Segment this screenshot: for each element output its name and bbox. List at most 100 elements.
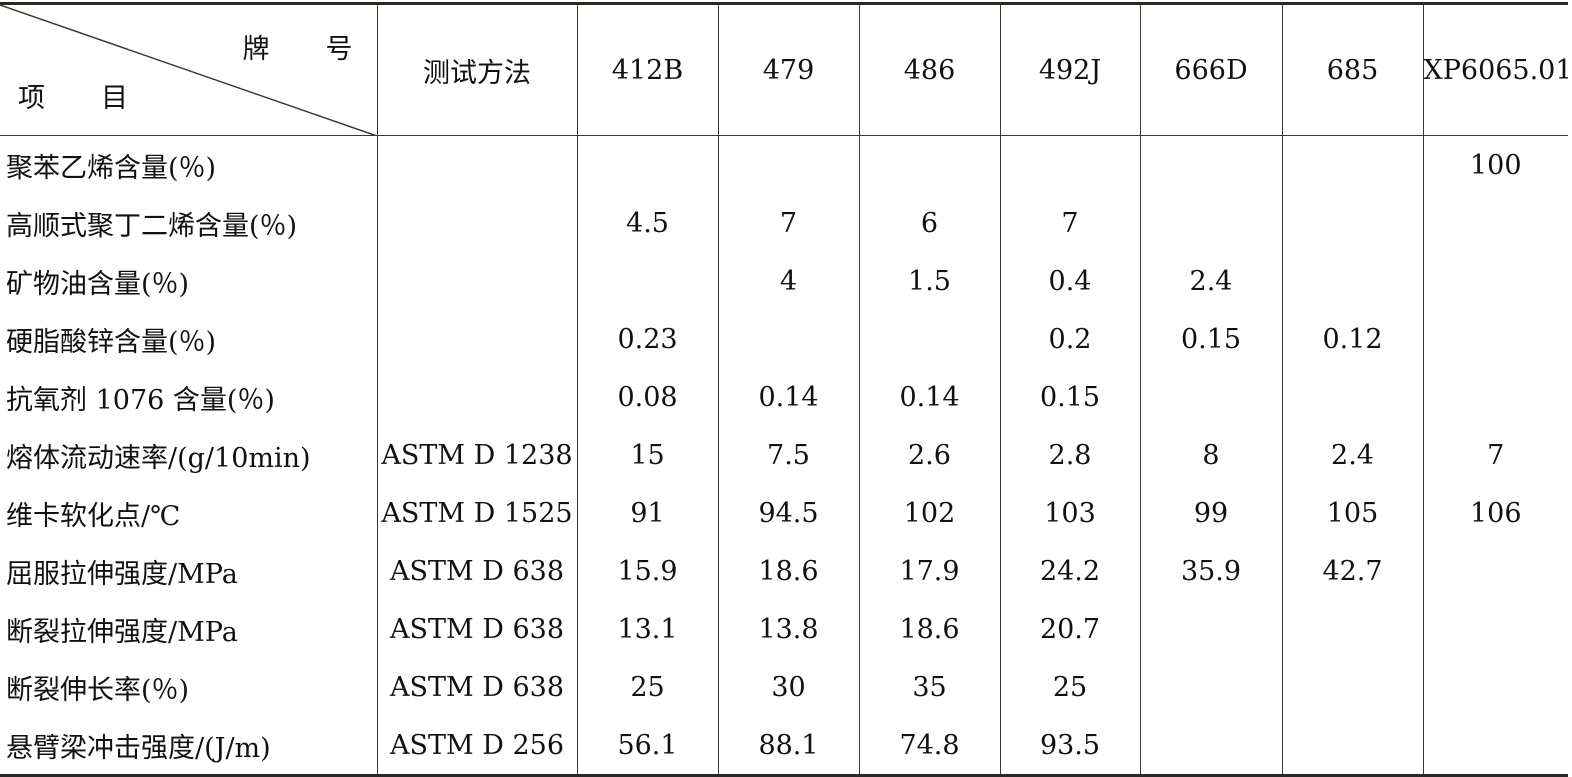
item-cell: 抗氧剂 1076 含量(％) xyxy=(0,368,378,426)
item-cell: 维卡软化点/℃ xyxy=(0,484,378,542)
value-cell: 20.7 xyxy=(999,600,1141,658)
value-cell xyxy=(717,135,860,194)
value-cell: 0.15 xyxy=(1139,310,1283,368)
value-cell: 4.5 xyxy=(576,194,719,252)
value-cell: 25 xyxy=(576,658,719,716)
method-cell: ASTM D 638 xyxy=(376,542,578,600)
method-cell: ASTM D 1238 xyxy=(376,426,578,484)
value-cell: 56.1 xyxy=(576,716,719,776)
item-cell: 熔体流动速率/(g/10min) xyxy=(0,426,378,484)
value-cell xyxy=(1422,600,1568,658)
method-cell xyxy=(376,368,578,426)
value-cell xyxy=(1422,194,1568,252)
table-row: 熔体流动速率/(g/10min) ASTM D 1238 15 7.5 2.6 2.8 8 2… xyxy=(0,426,1568,484)
value-cell: 35 xyxy=(858,658,1001,716)
method-cell: ASTM D 638 xyxy=(376,600,578,658)
value-cell: 2.6 xyxy=(858,426,1001,484)
value-cell xyxy=(1422,542,1568,600)
value-cell xyxy=(717,310,860,368)
value-cell: 13.1 xyxy=(576,600,719,658)
value-cell: 8 xyxy=(1139,426,1283,484)
method-cell xyxy=(376,135,578,194)
diagonal-divider xyxy=(0,5,375,135)
value-cell: 15.9 xyxy=(576,542,719,600)
value-cell xyxy=(1139,600,1283,658)
method-cell: ASTM D 638 xyxy=(376,658,578,716)
value-cell: 106 xyxy=(1422,484,1568,542)
grade-header: XP6065.01 xyxy=(1422,3,1568,136)
grade-header: 479 xyxy=(717,3,860,136)
item-axis-label: 项目 xyxy=(18,83,184,114)
value-cell: 35.9 xyxy=(1139,542,1283,600)
value-cell: 99 xyxy=(1139,484,1283,542)
value-cell: 18.6 xyxy=(858,600,1001,658)
value-cell: 4 xyxy=(717,252,860,310)
value-cell: 74.8 xyxy=(858,716,1001,776)
method-cell: ASTM D 1525 xyxy=(376,484,578,542)
value-cell: 0.12 xyxy=(1281,310,1424,368)
value-cell xyxy=(1139,716,1283,776)
method-header: 测试方法 xyxy=(376,3,578,136)
value-cell: 25 xyxy=(999,658,1141,716)
value-cell xyxy=(1281,252,1424,310)
value-cell xyxy=(1422,658,1568,716)
value-cell: 2.8 xyxy=(999,426,1141,484)
value-cell: 18.6 xyxy=(717,542,860,600)
table-row: 断裂拉伸强度/MPa ASTM D 638 13.1 13.8 18.6 20.7 xyxy=(0,600,1568,658)
value-cell: 102 xyxy=(858,484,1001,542)
value-cell: 7.5 xyxy=(717,426,860,484)
value-cell xyxy=(1422,252,1568,310)
value-cell xyxy=(1281,658,1424,716)
value-cell xyxy=(1139,135,1283,194)
table-row: 高顺式聚丁二烯含量(％) 4.5 7 6 7 xyxy=(0,194,1568,252)
item-cell: 悬臂梁冲击强度/(J/m) xyxy=(0,716,378,776)
table-row: 断裂伸长率(％) ASTM D 638 25 30 35 25 xyxy=(0,658,1568,716)
grade-header: 492J xyxy=(999,3,1141,136)
value-cell xyxy=(1422,368,1568,426)
value-cell: 94.5 xyxy=(717,484,860,542)
item-cell: 硬脂酸锌含量(％) xyxy=(0,310,378,368)
item-cell: 断裂伸长率(％) xyxy=(0,658,378,716)
item-cell: 屈服拉伸强度/MPa xyxy=(0,542,378,600)
item-cell: 高顺式聚丁二烯含量(％) xyxy=(0,194,378,252)
value-cell: 0.2 xyxy=(999,310,1141,368)
value-cell xyxy=(858,135,1001,194)
value-cell: 7 xyxy=(999,194,1141,252)
value-cell: 7 xyxy=(717,194,860,252)
value-cell: 100 xyxy=(1422,135,1568,194)
value-cell: 88.1 xyxy=(717,716,860,776)
value-cell xyxy=(1281,368,1424,426)
value-cell: 0.14 xyxy=(717,368,860,426)
value-cell: 0.14 xyxy=(858,368,1001,426)
grade-axis-label: 牌号 xyxy=(242,34,353,65)
table-row: 悬臂梁冲击强度/(J/m) ASTM D 256 56.1 88.1 74.8 93.5 xyxy=(0,716,1568,776)
method-cell xyxy=(376,310,578,368)
table-row: 屈服拉伸强度/MPa ASTM D 638 15.9 18.6 17.9 24.2 35.9… xyxy=(0,542,1568,600)
value-cell: 0.08 xyxy=(576,368,719,426)
value-cell: 0.15 xyxy=(999,368,1141,426)
value-cell xyxy=(576,252,719,310)
grade-header: 685 xyxy=(1281,3,1424,136)
value-cell xyxy=(1422,716,1568,776)
item-cell: 断裂拉伸强度/MPa xyxy=(0,600,378,658)
value-cell: 2.4 xyxy=(1281,426,1424,484)
value-cell: 1.5 xyxy=(858,252,1001,310)
grade-header: 412B xyxy=(576,3,719,136)
value-cell: 7 xyxy=(1422,426,1568,484)
value-cell xyxy=(858,310,1001,368)
value-cell xyxy=(1281,716,1424,776)
value-cell xyxy=(1281,600,1424,658)
value-cell: 6 xyxy=(858,194,1001,252)
value-cell: 2.4 xyxy=(1139,252,1283,310)
value-cell xyxy=(576,135,719,194)
item-cell: 矿物油含量(％) xyxy=(0,252,378,310)
method-cell xyxy=(376,252,578,310)
table-row: 硬脂酸锌含量(％) 0.23 0.2 0.15 0.12 xyxy=(0,310,1568,368)
value-cell xyxy=(1139,658,1283,716)
table-row: 抗氧剂 1076 含量(％) 0.08 0.14 0.14 0.15 xyxy=(0,368,1568,426)
value-cell: 0.4 xyxy=(999,252,1141,310)
grade-header: 486 xyxy=(858,3,1001,136)
value-cell xyxy=(1139,368,1283,426)
value-cell: 17.9 xyxy=(858,542,1001,600)
